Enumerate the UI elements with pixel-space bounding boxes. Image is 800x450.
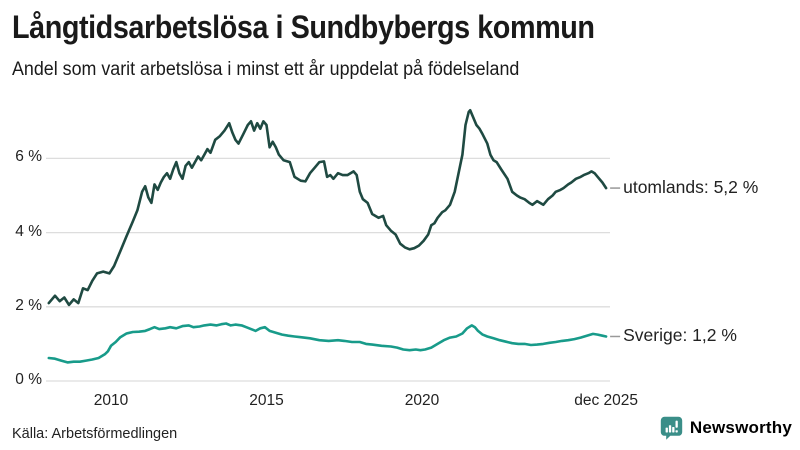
x-axis-tick-label: dec 2025 — [574, 392, 638, 409]
x-axis-tick-label: 2015 — [249, 392, 284, 409]
y-axis-tick-label: 0 % — [15, 371, 42, 388]
utomlands-line — [47, 108, 608, 307]
y-axis-tick-label: 4 % — [15, 222, 42, 240]
y-axis-tick-label: 6 % — [15, 148, 42, 166]
page-subtitle: Andel som varit arbetslösa i minst ett å… — [12, 59, 520, 80]
newsworthy-brand-link[interactable]: Newsworthy — [660, 416, 792, 440]
newsworthy-brand-text: Newsworthy — [689, 418, 792, 437]
x-axis-tick-label: 2020 — [404, 392, 440, 409]
sverige-line — [47, 322, 608, 364]
x-axis-tick-label: 2010 — [93, 392, 129, 409]
newsworthy-logo-icon — [660, 416, 683, 440]
utomlands-series-label: utomlands: 5,2 % — [623, 177, 759, 198]
y-axis-tick-label: 2 % — [15, 296, 42, 314]
page-title: Långtidsarbetslösa i Sundbybergs kommun — [12, 9, 595, 45]
source-caption: Källa: Arbetsförmedlingen — [12, 426, 178, 442]
sverige-series-label: Sverige: 1,2 % — [623, 325, 737, 346]
